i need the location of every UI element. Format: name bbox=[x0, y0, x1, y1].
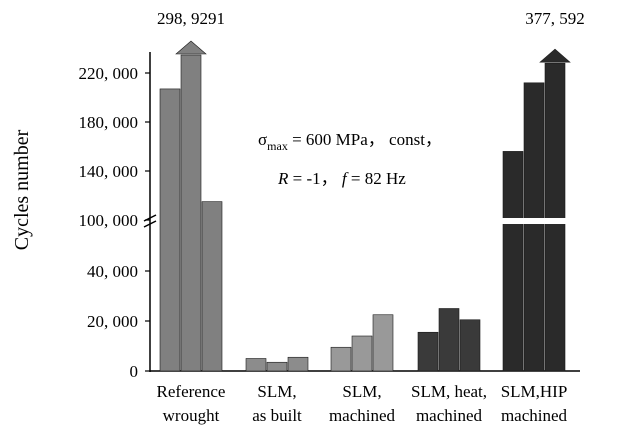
y-tick-label: 20, 000 bbox=[87, 312, 138, 331]
annotation-ratio: = -1， bbox=[288, 169, 342, 188]
labels: 298, 9291 Reference wrought SLM, as built SLM… bbox=[157, 9, 585, 425]
category-label: SLM, heat, bbox=[411, 382, 487, 401]
annotation-f: f bbox=[342, 169, 349, 188]
bar bbox=[266, 361, 288, 372]
category-label: SLM, bbox=[257, 382, 296, 401]
overflow-arrow bbox=[539, 48, 571, 63]
y-tick-label: 220, 000 bbox=[79, 64, 139, 83]
overflow-arrow bbox=[175, 40, 207, 55]
bar bbox=[417, 331, 439, 372]
y-tick-label: 0 bbox=[130, 362, 139, 381]
y-tick-label: 140, 000 bbox=[79, 162, 139, 181]
y-tick-label: 40, 000 bbox=[87, 262, 138, 281]
category-label: SLM,HIP bbox=[501, 382, 568, 401]
overflow-value-label: 377, 592 bbox=[525, 9, 585, 28]
axis-break-mark bbox=[143, 220, 157, 228]
bars bbox=[159, 40, 571, 372]
bar-break-gap bbox=[502, 218, 566, 224]
y-axis-label: Cycles number bbox=[11, 129, 33, 250]
category-label: machined bbox=[329, 406, 396, 425]
category-label: wrought bbox=[163, 406, 220, 425]
bar bbox=[438, 308, 460, 372]
category-label: SLM, bbox=[342, 382, 381, 401]
bar bbox=[544, 62, 566, 372]
category-label: machined bbox=[501, 406, 568, 425]
bar bbox=[201, 201, 223, 372]
bar bbox=[245, 358, 267, 372]
bar bbox=[351, 335, 373, 372]
axes: 0 20, 000 40, 000 100, 000 140, 000 180, 000 2… bbox=[79, 52, 580, 381]
y-tick-label: 100, 000 bbox=[79, 211, 139, 230]
bar bbox=[159, 88, 181, 372]
bar bbox=[502, 151, 524, 372]
category-label: as built bbox=[252, 406, 302, 425]
annotation-sigma: σ bbox=[258, 130, 267, 149]
annotation-stress: = 600 MPa， const， bbox=[288, 130, 442, 149]
annotation-sigma-subscript: max bbox=[267, 139, 288, 153]
annotation-line-2: R = -1， f = 82 Hz bbox=[277, 169, 406, 188]
bar bbox=[330, 346, 352, 372]
category-label: Reference bbox=[157, 382, 226, 401]
overflow-value-label: 298, 9291 bbox=[157, 9, 225, 28]
annotation-line-1: σmax = 600 MPa， const， bbox=[258, 130, 442, 153]
bar bbox=[523, 82, 545, 372]
bar bbox=[180, 54, 202, 372]
bar bbox=[459, 319, 481, 372]
annotation-R: R bbox=[277, 169, 289, 188]
annotation-frequency: = 82 Hz bbox=[347, 169, 407, 188]
y-tick-label: 180, 000 bbox=[79, 113, 139, 132]
bar bbox=[287, 356, 309, 372]
bar bbox=[372, 314, 394, 372]
category-label: machined bbox=[416, 406, 483, 425]
